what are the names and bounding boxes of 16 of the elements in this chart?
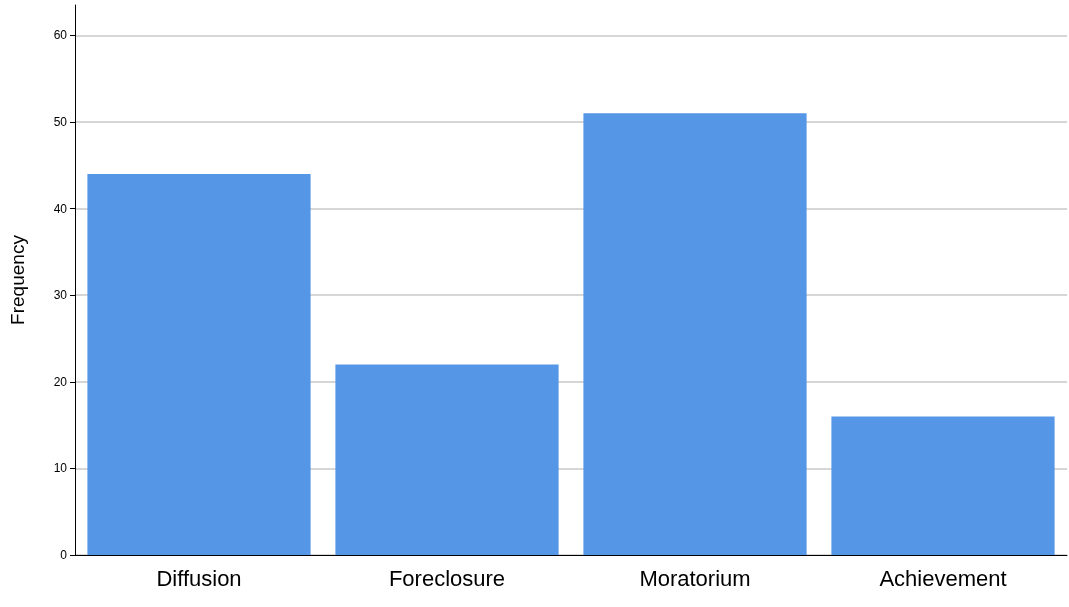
- bar: [335, 364, 559, 555]
- y-tick-label: 40: [53, 201, 68, 216]
- bar: [87, 173, 311, 555]
- y-tick-label: 50: [53, 114, 68, 129]
- y-axis-title: Frequency: [7, 234, 28, 325]
- y-tick-label: 60: [53, 28, 68, 43]
- x-tick-label: Achievement: [879, 565, 1007, 591]
- y-tick-label: 30: [53, 288, 68, 303]
- x-tick-label: Moratorium: [639, 565, 751, 591]
- bar: [583, 113, 807, 555]
- y-tick-label: 0: [60, 548, 68, 562]
- x-tick-label: Foreclosure: [388, 565, 506, 591]
- y-tick-label: 10: [53, 461, 68, 476]
- y-tick-label: 20: [53, 374, 68, 389]
- x-tick-label: Diffusion: [156, 565, 242, 591]
- bar: [831, 416, 1055, 555]
